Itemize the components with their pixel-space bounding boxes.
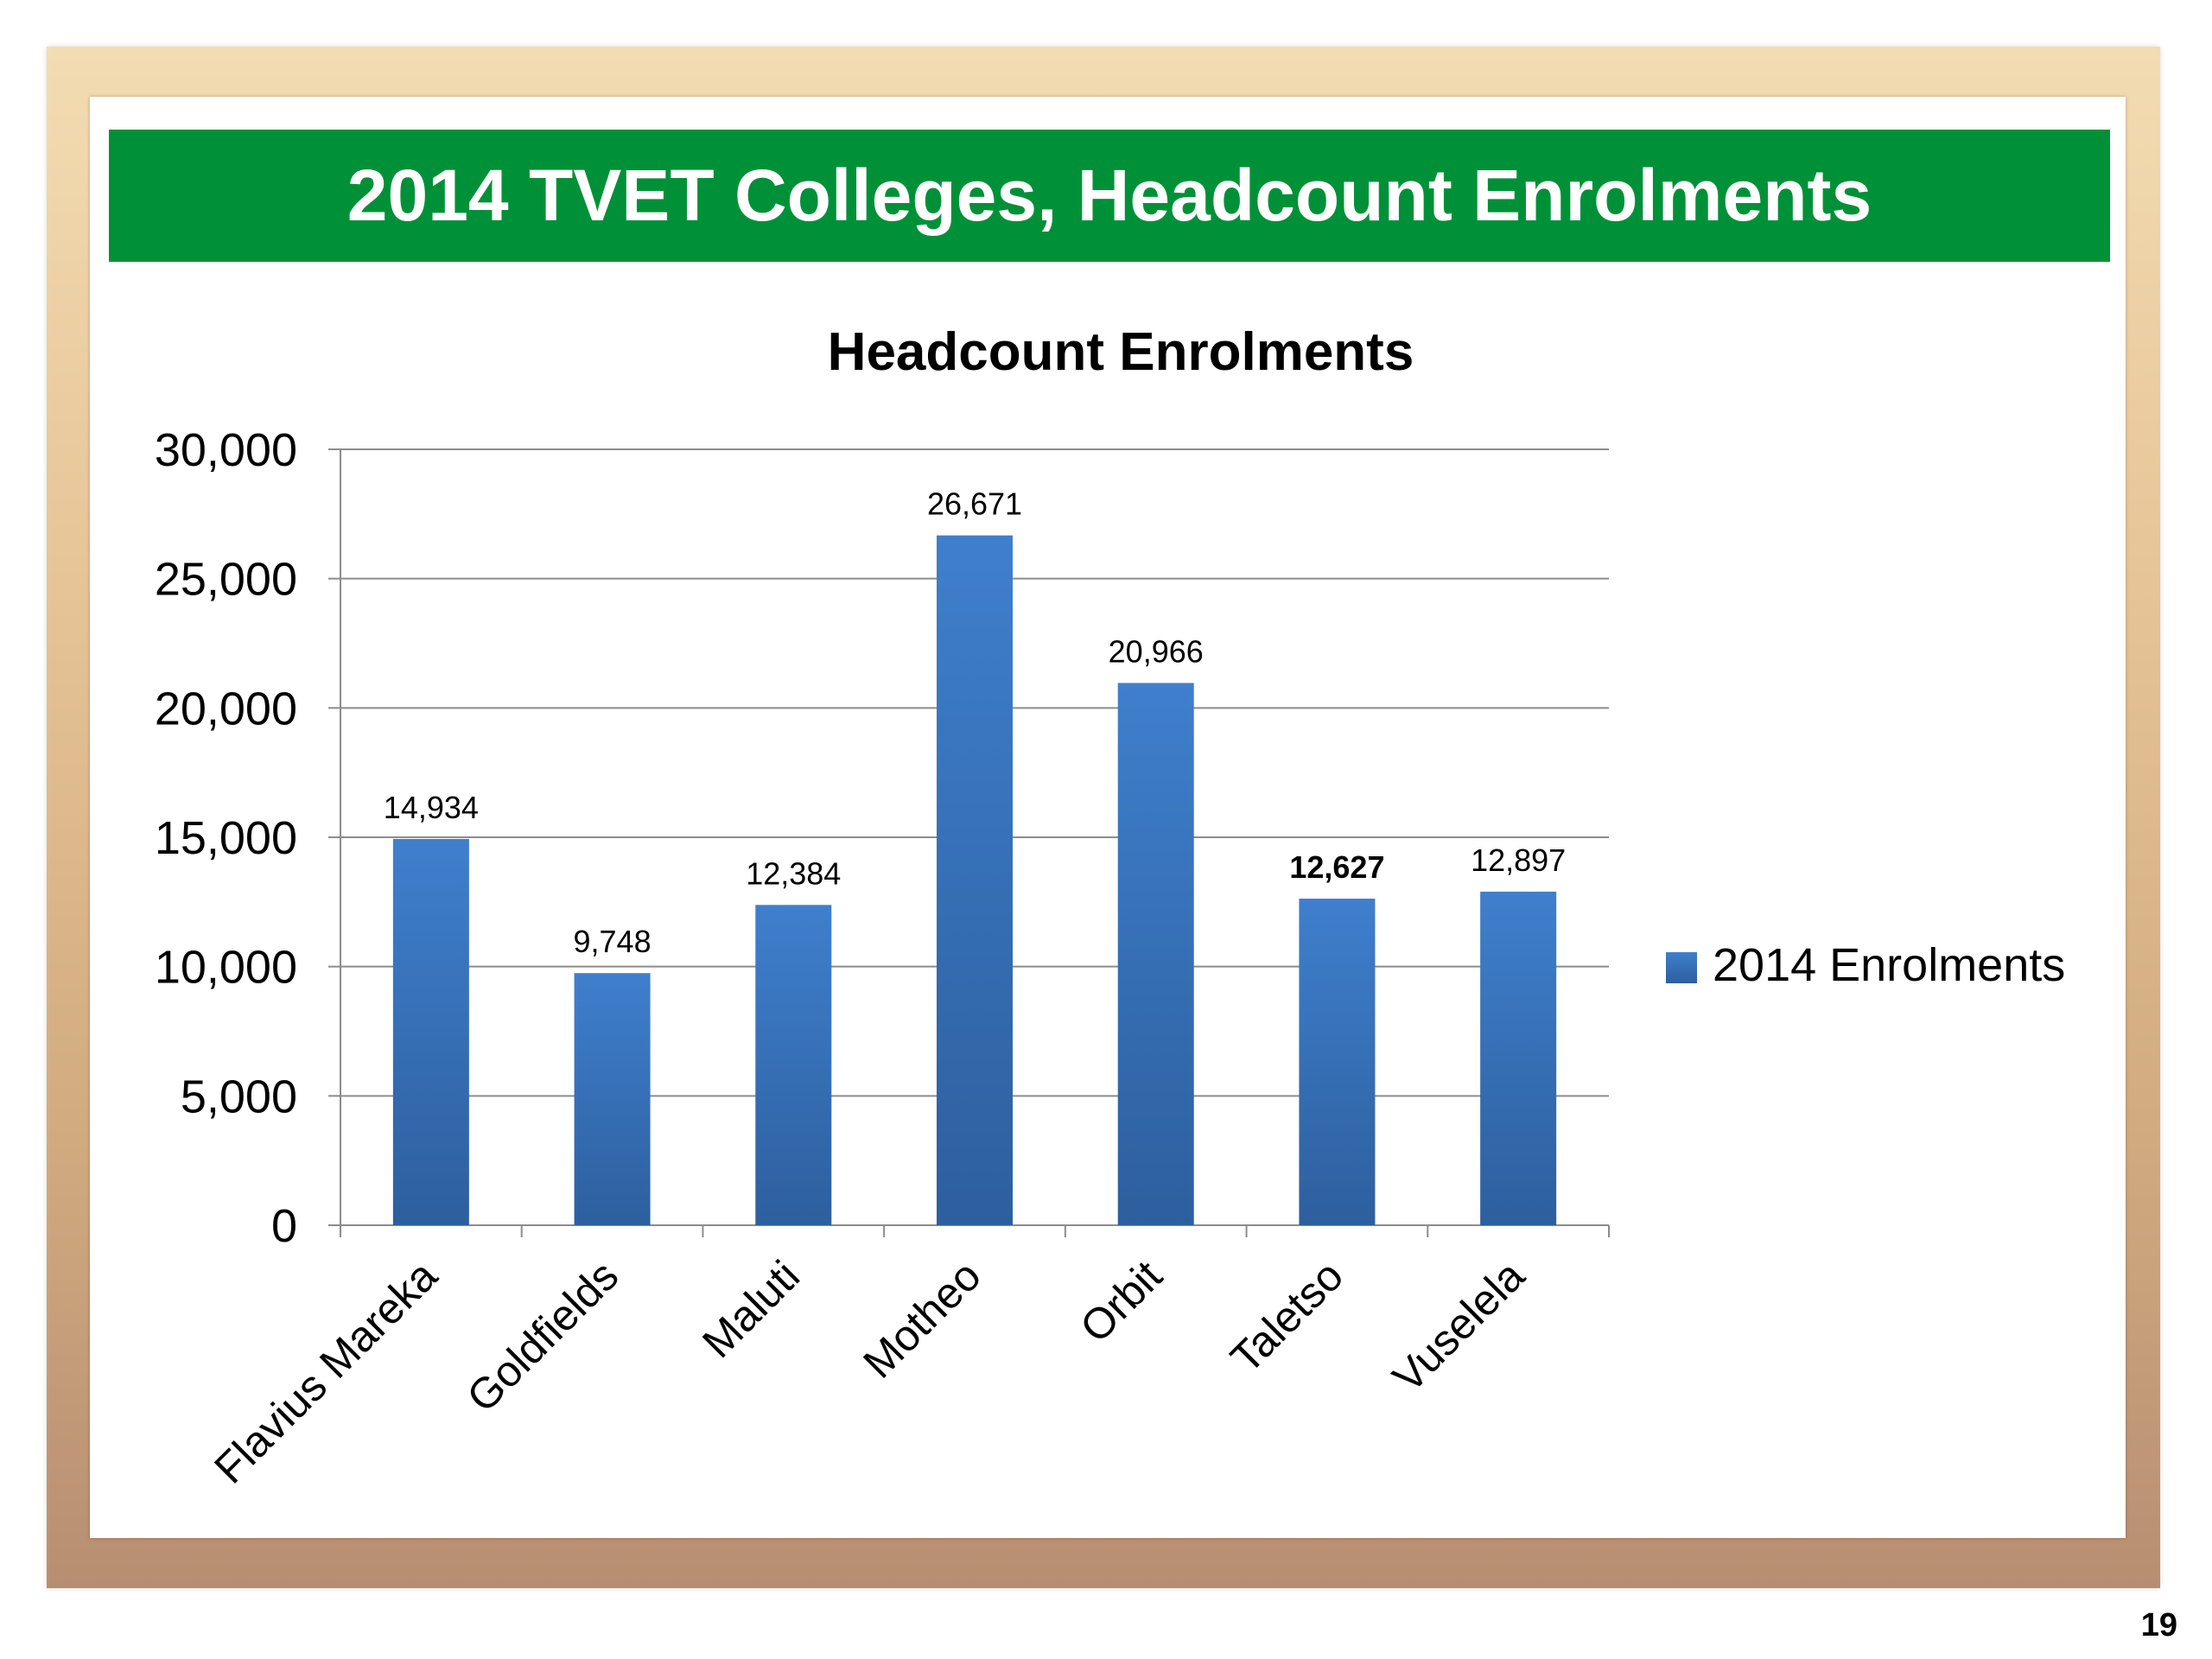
data-label: 12,384 — [746, 855, 841, 891]
bar — [937, 535, 1013, 1225]
legend-label: 2014 Enrolments — [1713, 939, 2065, 991]
bar — [574, 973, 651, 1225]
slide-title: 2014 TVET Colleges, Headcount Enrolments — [346, 155, 1872, 236]
bar — [392, 838, 469, 1225]
title-bar: 2014 TVET Colleges, Headcount Enrolments — [109, 130, 2110, 262]
data-label: 12,627 — [1289, 849, 1384, 885]
x-tick-label: Goldfields — [458, 1251, 628, 1421]
x-tick-label: Flavius Mareka — [205, 1251, 446, 1492]
bar — [1299, 899, 1376, 1225]
data-label: 9,748 — [574, 924, 652, 959]
x-tick-label: Motheo — [854, 1251, 990, 1388]
slide-panel — [90, 97, 2126, 1538]
data-label: 12,897 — [1471, 842, 1566, 878]
data-label: 14,934 — [384, 790, 479, 825]
data-label: 26,671 — [927, 486, 1022, 522]
y-tick-label: 5,000 — [181, 1071, 297, 1122]
bar — [755, 905, 832, 1225]
bar — [1117, 683, 1194, 1225]
x-tick-label: Taletso — [1222, 1251, 1353, 1382]
x-tick-label: Vuselela — [1383, 1251, 1534, 1402]
x-tick-label: Orbit — [1071, 1251, 1171, 1351]
legend: 2014 Enrolments — [1666, 939, 2065, 991]
bars — [392, 535, 1557, 1225]
chart-title: Headcount Enrolments — [828, 322, 1414, 382]
data-label: 20,966 — [1109, 633, 1204, 669]
page-number: 19 — [2140, 1607, 2177, 1643]
y-tick-label: 10,000 — [155, 942, 297, 994]
bar — [1480, 891, 1557, 1225]
y-tick-label: 15,000 — [155, 812, 297, 864]
y-tick-label: 0 — [271, 1200, 297, 1252]
axes: 0 5,000 10,000 15,000 20,000 25,000 30,000 Flav… — [155, 424, 1610, 1492]
y-tick-label: 20,000 — [155, 683, 297, 734]
data-labels: 14,934 9,748 12,384 26,671 20,966 12,627 12,89… — [384, 486, 1566, 960]
x-tick-label: Maluti — [693, 1251, 809, 1367]
y-tick-label: 25,000 — [155, 554, 297, 606]
legend-swatch — [1666, 952, 1697, 983]
y-tick-label: 30,000 — [155, 424, 297, 476]
